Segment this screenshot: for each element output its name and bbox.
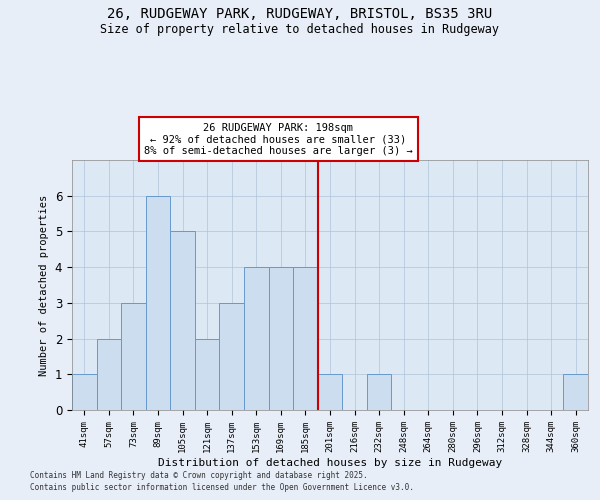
Bar	[170, 232, 195, 410]
Bar	[72, 374, 97, 410]
Bar	[146, 196, 170, 410]
Text: 26, RUDGEWAY PARK, RUDGEWAY, BRISTOL, BS35 3RU: 26, RUDGEWAY PARK, RUDGEWAY, BRISTOL, BS…	[107, 8, 493, 22]
Bar	[293, 267, 318, 410]
Bar	[563, 374, 588, 410]
Text: 26 RUDGEWAY PARK: 198sqm
← 92% of detached houses are smaller (33)
8% of semi-de: 26 RUDGEWAY PARK: 198sqm ← 92% of detach…	[144, 122, 413, 156]
Y-axis label: Number of detached properties: Number of detached properties	[39, 194, 49, 376]
Bar	[121, 303, 146, 410]
Text: Contains HM Land Registry data © Crown copyright and database right 2025.: Contains HM Land Registry data © Crown c…	[30, 471, 368, 480]
Bar	[318, 374, 342, 410]
Bar	[367, 374, 391, 410]
Bar	[97, 338, 121, 410]
Bar	[244, 267, 269, 410]
Bar	[269, 267, 293, 410]
Bar	[220, 303, 244, 410]
Text: Size of property relative to detached houses in Rudgeway: Size of property relative to detached ho…	[101, 22, 499, 36]
X-axis label: Distribution of detached houses by size in Rudgeway: Distribution of detached houses by size …	[158, 458, 502, 468]
Bar	[195, 338, 220, 410]
Text: Contains public sector information licensed under the Open Government Licence v3: Contains public sector information licen…	[30, 484, 414, 492]
